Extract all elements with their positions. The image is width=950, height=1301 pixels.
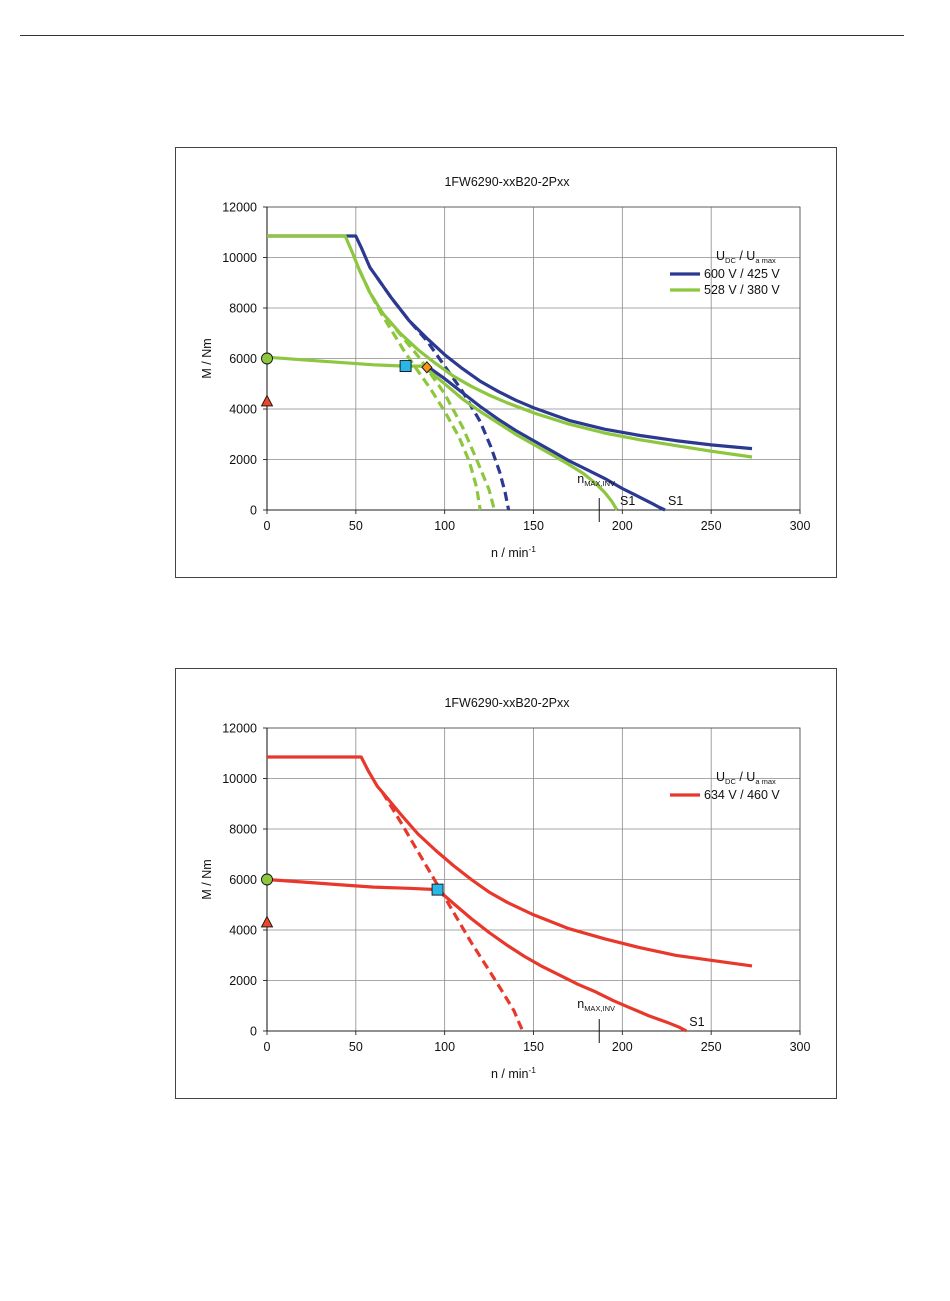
- chart-title: 1FW6290-xxB20-2Pxx: [444, 696, 570, 710]
- nmax-label-subscript: MAX,INV: [584, 1004, 615, 1013]
- x-tick-label: 150: [523, 519, 544, 533]
- y-tick-label: 4000: [229, 924, 257, 938]
- x-tick-label: 50: [349, 1040, 363, 1054]
- y-tick-label: 12000: [222, 201, 257, 215]
- nmax-label-subscript: MAX,INV: [584, 479, 615, 488]
- y-tick-label: 6000: [229, 873, 257, 887]
- x-axis-title-superscript: -1: [528, 544, 536, 554]
- legend-header-u1: U: [716, 249, 725, 263]
- marker-circle: [261, 873, 273, 886]
- legend-header-u1: U: [716, 770, 725, 784]
- x-axis-title: n / min-1: [491, 1065, 536, 1081]
- x-tick-label: 300: [790, 1040, 811, 1054]
- legend-header-u2: U: [746, 770, 755, 784]
- x-axis-title-main: n / min: [491, 1067, 529, 1081]
- page-top-rule: [20, 35, 904, 36]
- legend-label: 600 V / 425 V: [704, 267, 780, 281]
- chart-title: 1FW6290-xxB20-2Pxx: [444, 175, 570, 189]
- series-line-dashed: [381, 791, 525, 1032]
- y-tick-label: 2000: [229, 974, 257, 988]
- x-tick-label: 200: [612, 1040, 633, 1054]
- s1-label: S1: [689, 1015, 704, 1029]
- s1-label: S1: [668, 494, 683, 508]
- x-tick-label: 250: [701, 1040, 722, 1054]
- legend-header: UDC / Ua max: [716, 249, 776, 265]
- x-axis-title: n / min-1: [491, 544, 536, 560]
- legend-header-separator: /: [736, 770, 746, 784]
- marker-triangle: [260, 394, 274, 407]
- torque-speed-chart-2: 1FW6290-xxB20-2Pxx 0 50 100 150 200 250 300 0 200…: [175, 668, 837, 1099]
- torque-speed-chart-1: 1FW6290-xxB20-2Pxx 0 50 100 150 200 250 300 0 200…: [175, 147, 837, 578]
- marker-diamond: [421, 361, 433, 374]
- legend-header-u2: U: [746, 249, 755, 263]
- y-axis-title: M / Nm: [200, 338, 214, 378]
- y-tick-label: 0: [250, 1025, 257, 1039]
- y-tick-label: 8000: [229, 302, 257, 316]
- x-tick-label: 150: [523, 1040, 544, 1054]
- nmax-label: nMAX,INV: [577, 997, 615, 1013]
- y-tick-label: 0: [250, 504, 257, 518]
- chart-svg-2: 1FW6290-xxB20-2Pxx 0 50 100 150 200 250 300 0 200…: [200, 696, 811, 1081]
- nmax-label-main: n: [577, 997, 584, 1011]
- x-tick-label: 200: [612, 519, 633, 533]
- nmax-label-main: n: [577, 472, 584, 486]
- y-tick-label: 10000: [222, 251, 257, 265]
- marker-triangle: [260, 915, 274, 928]
- legend-header-u2-subscript: a max: [755, 777, 776, 786]
- series-line: [267, 234, 753, 459]
- series-line: [266, 877, 688, 1033]
- y-tick-label: 6000: [229, 352, 257, 366]
- legend-label: 528 V / 380 V: [704, 283, 780, 297]
- marker-circle: [261, 352, 273, 365]
- series-line: [267, 234, 753, 451]
- legend-header-separator: /: [736, 249, 746, 263]
- legend-header-u1-subscript: DC: [725, 256, 736, 265]
- legend-header-u1-subscript: DC: [725, 777, 736, 786]
- marker-square: [399, 360, 412, 373]
- legend-label: 634 V / 460 V: [704, 788, 780, 802]
- legend-header-u2-subscript: a max: [755, 256, 776, 265]
- series-line-dashed: [357, 269, 496, 511]
- y-axis-title: M / Nm: [200, 859, 214, 899]
- x-tick-label: 100: [434, 1040, 455, 1054]
- y-tick-label: 2000: [229, 453, 257, 467]
- series-line-dashed: [375, 276, 511, 511]
- y-tick-label: 12000: [222, 722, 257, 736]
- legend-header: UDC / Ua max: [716, 770, 776, 786]
- s1-label: S1: [620, 494, 635, 508]
- x-tick-label: 50: [349, 519, 363, 533]
- x-tick-label: 300: [790, 519, 811, 533]
- nmax-label: nMAX,INV: [577, 472, 615, 488]
- series-line: [425, 364, 666, 512]
- chart-svg-1: 1FW6290-xxB20-2Pxx 0 50 100 150 200 250 300 0 200…: [200, 175, 811, 560]
- x-tick-label: 0: [264, 1040, 271, 1054]
- marker-square: [431, 883, 444, 896]
- x-tick-label: 250: [701, 519, 722, 533]
- series-line: [266, 355, 619, 511]
- x-tick-label: 0: [264, 519, 271, 533]
- x-axis-title-main: n / min: [491, 546, 529, 560]
- series-line: [267, 755, 753, 968]
- y-tick-label: 10000: [222, 772, 257, 786]
- y-tick-label: 8000: [229, 823, 257, 837]
- x-tick-label: 100: [434, 519, 455, 533]
- x-axis-title-superscript: -1: [528, 1065, 536, 1075]
- y-tick-label: 4000: [229, 403, 257, 417]
